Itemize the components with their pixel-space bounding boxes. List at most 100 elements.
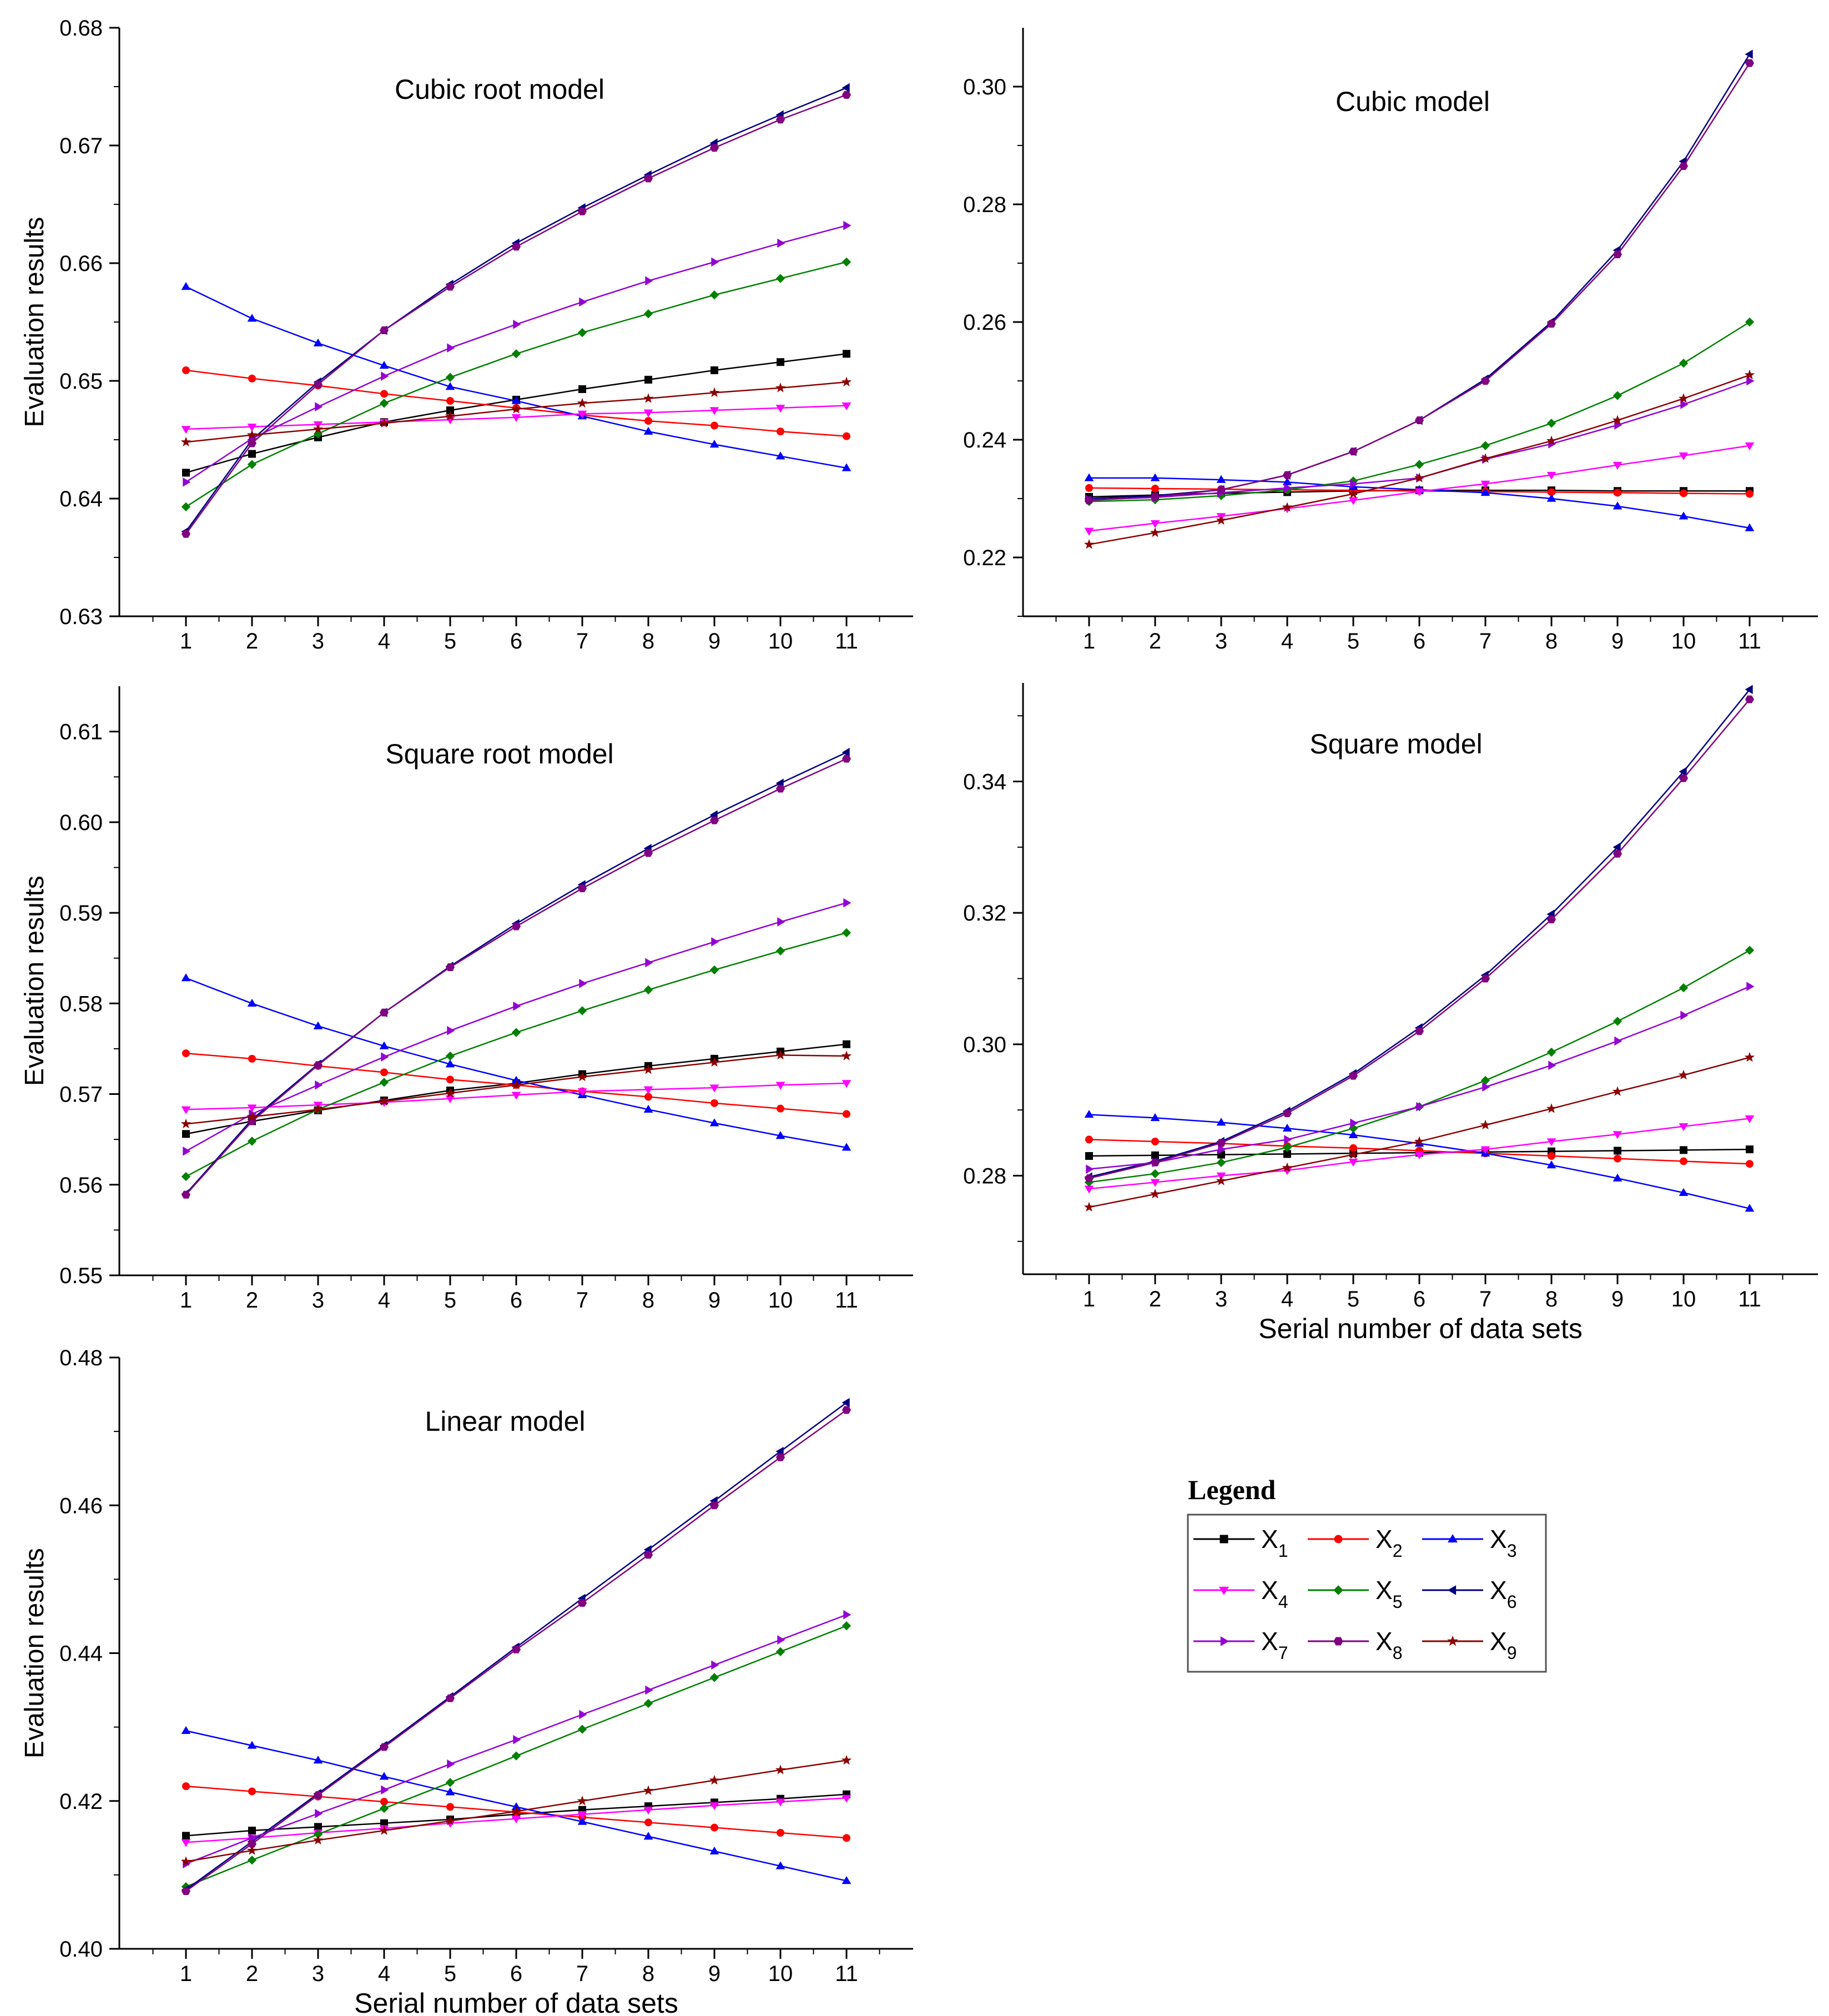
chart-title: Cubic root model [395,74,604,105]
series-x9 [180,1049,852,1129]
x-tick-label: 4 [1281,629,1293,653]
data-point-x5 [709,290,719,300]
data-point-x2 [380,390,389,398]
data-point-x9 [577,1796,588,1806]
data-point-x9 [709,1057,720,1067]
data-point-x5 [1480,441,1490,450]
data-point-x7 [513,319,521,329]
data-point-x9 [1480,453,1491,463]
data-point-x7 [711,257,719,267]
data-point-x9 [511,1806,522,1816]
data-point-x7 [843,220,851,230]
data-point-x9 [1612,1086,1623,1096]
data-point-x1 [248,1827,256,1834]
series-line-x6 [1089,54,1751,500]
square-model-chart: 0.28 0.30 0.32 0.34 1 2 3 4 5 6 7 8 9 10 11 Square mode… [963,683,1818,1344]
data-point-x8 [445,283,455,291]
data-point-x8 [511,922,521,931]
data-point-x8 [1282,1109,1292,1118]
data-point-x4 [842,1794,851,1803]
x-tick-label: 11 [835,629,858,653]
data-point-x5 [1613,1017,1623,1026]
data-point-x2 [842,432,851,440]
data-point-x8 [511,1645,521,1653]
y-tick-label: 0.44 [59,1642,103,1666]
data-point-x3 [379,1772,389,1780]
data-point-x5 [643,1698,653,1708]
data-point-x7 [513,1001,521,1011]
data-point-x1 [644,375,652,384]
data-point-x4 [181,1839,191,1847]
series-x8 [181,91,851,538]
data-point-x9 [577,398,588,408]
data-point-x4 [1613,461,1623,470]
data-point-x7 [1284,483,1292,493]
data-point-x1 [578,385,586,393]
data-point-x7 [1680,1010,1689,1020]
data-point-x9 [445,410,456,421]
data-point-x2 [644,1818,653,1827]
x-tick-label: 6 [1413,1287,1425,1311]
data-point-x8 [1679,162,1689,170]
data-point-x1 [843,350,850,358]
data-point-x2 [1547,1152,1556,1160]
data-point-x3 [709,440,719,448]
data-point-x1 [1151,1151,1159,1159]
data-point-x5 [709,1673,719,1682]
x-tick-label: 5 [444,1288,456,1313]
data-point-x4 [511,1816,521,1824]
data-point-x1 [777,358,784,366]
data-point-x2 [710,1099,719,1107]
x-tick-label: 7 [1479,629,1492,653]
data-point-x5 [247,460,257,469]
data-point-x2 [842,1834,851,1842]
data-point-x7 [315,1080,323,1090]
x-tick-label: 3 [1215,1287,1227,1311]
data-point-x1 [182,1832,190,1840]
series-x4 [1084,1115,1755,1194]
data-point-x8 [181,1190,191,1199]
data-point-x9 [1282,502,1293,512]
y-tick-label: 0.57 [59,1083,103,1107]
data-point-x2 [1613,489,1622,497]
legend-label: X1 [1261,1525,1288,1561]
series-x6 [1084,49,1753,504]
x-tick-label: 8 [642,1962,654,1986]
data-point-x9 [1216,515,1227,525]
y-tick-label: 0.28 [963,1164,1006,1189]
data-point-x7 [1548,1060,1556,1070]
data-point-x2 [776,428,785,436]
legend-label: X5 [1375,1576,1402,1612]
data-point-x5 [775,946,785,956]
data-point-x9 [775,1049,786,1060]
legend-entry-x9: X9 [1422,1627,1516,1663]
data-point-x9 [1744,1052,1755,1062]
x-tick-label: 5 [444,1962,456,1986]
y-tick-label: 0.30 [963,1033,1006,1057]
y-tick-label: 0.55 [59,1264,103,1288]
data-point-x9 [180,1856,192,1866]
series-x9 [1084,369,1755,549]
data-point-x4 [709,407,719,415]
data-point-x4 [1613,1131,1623,1139]
data-point-x8 [643,849,653,857]
data-point-x3 [1613,501,1623,510]
data-point-x2 [182,366,190,374]
data-point-x2 [182,1049,190,1058]
x-tick-label: 1 [180,629,192,653]
data-point-x1 [1614,1147,1621,1155]
data-point-x4 [577,1811,587,1819]
data-point-x3 [1348,1130,1358,1138]
data-point-x8 [1613,250,1623,259]
data-point-x4 [775,1798,785,1807]
data-point-x7 [183,1147,191,1156]
data-point-x8 [1216,486,1226,494]
data-point-x8 [1414,416,1424,424]
data-point-x7 [843,898,851,908]
x-tick-label: 10 [1671,629,1696,653]
data-point-x7 [579,979,587,988]
data-point-x8 [709,1501,719,1510]
data-point-x4 [181,426,191,434]
data-point-x5 [511,1751,521,1761]
